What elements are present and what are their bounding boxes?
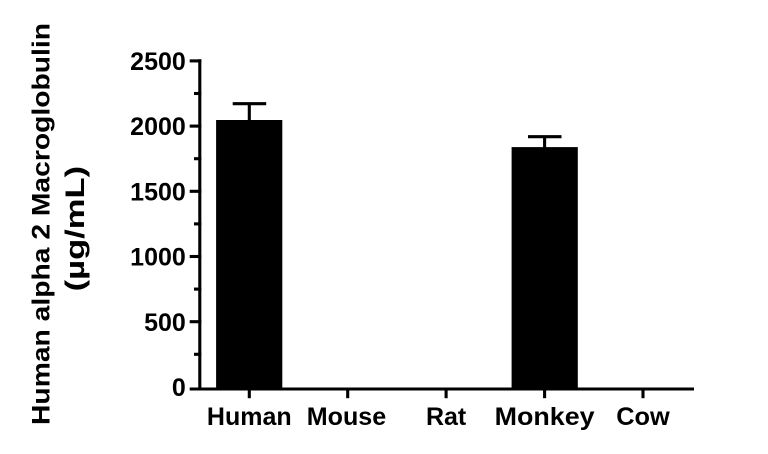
svg-text:Monkey: Monkey xyxy=(495,403,595,431)
svg-text:500: 500 xyxy=(144,309,186,337)
svg-text:(µg/mL): (µg/mL) xyxy=(60,166,90,292)
svg-text:2000: 2000 xyxy=(130,113,186,141)
svg-text:Rat: Rat xyxy=(426,403,467,431)
svg-text:0: 0 xyxy=(172,374,186,402)
svg-text:1500: 1500 xyxy=(130,178,186,206)
svg-text:2500: 2500 xyxy=(130,48,186,76)
svg-text:Human: Human xyxy=(207,403,292,431)
svg-text:1000: 1000 xyxy=(130,244,186,272)
svg-text:Human alpha 2 Macroglobulin: Human alpha 2 Macroglobulin xyxy=(27,23,55,425)
svg-text:Cow: Cow xyxy=(616,403,670,431)
svg-text:Mouse: Mouse xyxy=(307,403,386,431)
